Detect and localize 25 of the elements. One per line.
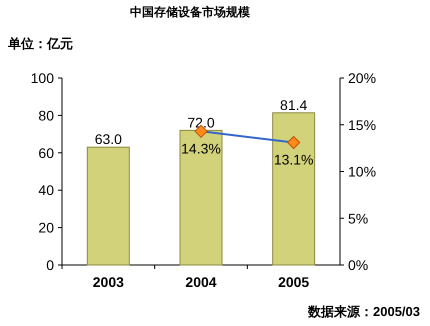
data-label: 14.3% xyxy=(181,140,221,156)
bar xyxy=(272,112,316,266)
y2-tick-label: 20% xyxy=(348,70,376,86)
y-tick-label: 80 xyxy=(38,107,54,124)
data-label: 63.0 xyxy=(94,131,122,148)
data-label: 81.4 xyxy=(280,96,308,113)
y2-tick-label: 0% xyxy=(348,257,368,273)
bar xyxy=(86,146,130,266)
y2-tick-label: 5% xyxy=(348,210,368,226)
x-tick-label: 2003 xyxy=(92,274,124,290)
data-label: 13.1% xyxy=(274,152,314,168)
y2-tick-label: 10% xyxy=(348,164,376,180)
x-tick-label: 2005 xyxy=(278,274,310,290)
data-label: 72.0 xyxy=(187,114,215,130)
annotation: 数据来源：2005/03 xyxy=(308,304,420,319)
title: 中国存储设备市场规模 xyxy=(130,5,250,19)
bar xyxy=(180,130,222,266)
annotation: 单位：亿元 xyxy=(8,36,73,51)
y-tick-label: 20 xyxy=(38,220,54,236)
y-tick-label: 60 xyxy=(38,144,54,161)
y-tick-label: 100 xyxy=(30,70,54,86)
y-tick-label: 0 xyxy=(46,257,54,273)
y-tick-label: 40 xyxy=(38,182,54,198)
x-tick-label: 2004 xyxy=(185,274,217,290)
y2-tick-label: 15% xyxy=(348,116,376,133)
